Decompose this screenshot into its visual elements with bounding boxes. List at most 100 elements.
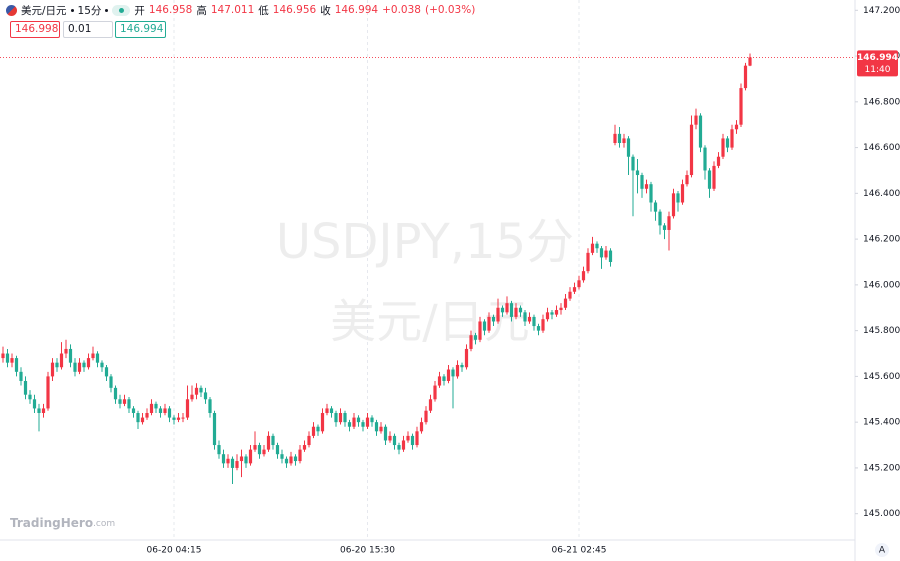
candle-body xyxy=(95,353,100,363)
separator xyxy=(105,8,109,12)
candle-body xyxy=(334,413,338,423)
candle-body xyxy=(500,307,505,313)
sell-button[interactable]: 146.998 xyxy=(10,21,60,38)
visibility-toggle[interactable] xyxy=(112,4,131,16)
candle-body xyxy=(374,422,379,432)
candle-body xyxy=(262,449,266,455)
candle-body xyxy=(77,362,82,372)
candle-body xyxy=(734,124,739,130)
candle-body xyxy=(46,376,50,409)
candle-body xyxy=(730,129,734,148)
y-tick-label: 146.800 xyxy=(863,97,900,107)
candle-body xyxy=(694,115,698,125)
candle-body xyxy=(64,348,68,354)
candle-body xyxy=(311,426,316,436)
candle-body xyxy=(248,449,253,464)
candle-body xyxy=(451,369,455,377)
candle-body xyxy=(365,417,370,427)
candle-body xyxy=(298,449,302,462)
candle-body xyxy=(185,399,190,418)
x-tick-label: 06-20 04:15 xyxy=(147,546,202,556)
candle-body xyxy=(671,193,676,217)
x-tick-label: 06-21 02:45 xyxy=(552,546,607,556)
candle-body xyxy=(698,115,703,148)
candle-body xyxy=(505,303,509,313)
candle-body xyxy=(32,399,37,409)
candle-body xyxy=(352,417,356,427)
candle-body xyxy=(190,394,194,400)
candle-body xyxy=(329,408,334,414)
candle-body xyxy=(257,445,262,455)
candle-body xyxy=(172,417,176,420)
auto-scale-label[interactable]: A xyxy=(879,546,886,556)
change: +0.038 xyxy=(382,4,421,16)
change-percent: (+0.03%) xyxy=(424,4,476,16)
candle-body xyxy=(289,456,293,464)
candle-body xyxy=(590,243,595,253)
candle-body xyxy=(428,399,433,411)
y-tick-label: 145.400 xyxy=(863,418,900,428)
candle-body xyxy=(397,445,401,450)
candle-body xyxy=(280,454,284,459)
watermark: 美元/日元 xyxy=(330,295,530,349)
last-price-label: 146.994 xyxy=(857,53,898,63)
candle-body xyxy=(581,271,586,281)
candle-body xyxy=(532,316,536,327)
candle-body xyxy=(50,362,55,377)
candle-body xyxy=(559,307,563,311)
candle-body xyxy=(379,426,383,432)
candle-body xyxy=(140,417,145,423)
candle-body xyxy=(433,385,437,400)
candle-body xyxy=(41,408,46,414)
candle-body xyxy=(361,422,365,427)
buy-button[interactable]: 146.994 xyxy=(115,21,166,38)
candle-body xyxy=(325,408,329,414)
candle-body xyxy=(473,335,478,340)
candle-body xyxy=(145,413,149,418)
open-value: 146.958 xyxy=(148,4,193,16)
candle-body xyxy=(208,399,212,414)
candle-body xyxy=(568,291,572,299)
candle-body xyxy=(482,321,487,331)
candle-body xyxy=(608,250,613,262)
candle-body xyxy=(644,184,649,189)
candle-body xyxy=(662,225,667,230)
candle-body xyxy=(109,376,113,388)
candle-body xyxy=(199,387,203,393)
candle-body xyxy=(176,417,181,420)
candle-body xyxy=(712,165,716,189)
candle-body xyxy=(131,408,136,414)
candle-body xyxy=(640,175,644,189)
auto-scale-button[interactable] xyxy=(875,543,889,557)
candle-body xyxy=(1,353,5,359)
candle-body xyxy=(689,124,694,176)
candle-body xyxy=(370,417,374,423)
last-time-label: 11:40 xyxy=(865,65,891,75)
candle-body xyxy=(73,362,77,372)
candle-body xyxy=(221,454,226,464)
candle-body xyxy=(572,287,577,292)
candle-body xyxy=(28,394,32,400)
y-tick-label: 145.000 xyxy=(863,509,900,519)
candle-body xyxy=(419,422,424,432)
interval: 15分 xyxy=(77,4,102,17)
brand-logo: TradingHero.com xyxy=(10,516,115,530)
candle-body xyxy=(10,358,14,363)
candle-body xyxy=(631,156,635,171)
candle-body xyxy=(343,413,347,423)
candle-body xyxy=(320,413,325,432)
candle-body xyxy=(496,307,500,322)
quantity-input[interactable]: 0.01 xyxy=(63,21,113,38)
candle-body xyxy=(91,353,95,359)
candle-body xyxy=(748,57,752,66)
candle-body xyxy=(415,431,419,446)
candle-body xyxy=(563,298,568,308)
separator xyxy=(70,8,74,12)
close-value: 146.994 xyxy=(334,4,379,16)
watermark: USDJPY,15分 xyxy=(276,214,574,270)
candle-body xyxy=(82,362,86,368)
high-value: 147.011 xyxy=(210,4,255,16)
candle-body xyxy=(469,335,473,349)
candle-body xyxy=(158,408,163,414)
x-tick-label: 06-20 15:30 xyxy=(340,546,395,556)
